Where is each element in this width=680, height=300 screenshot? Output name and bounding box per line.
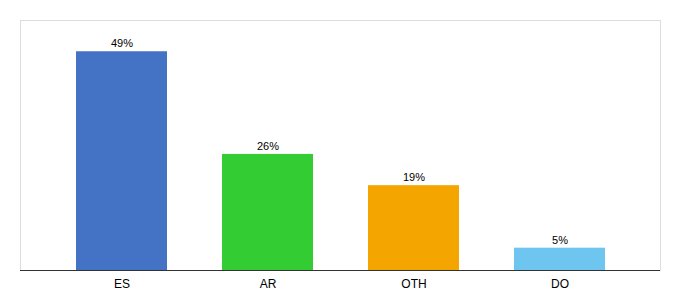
svg-text:OTH: OTH [401, 277, 426, 291]
svg-text:5%: 5% [552, 234, 568, 246]
svg-text:26%: 26% [257, 140, 279, 152]
svg-text:19%: 19% [403, 171, 425, 183]
svg-text:AR: AR [260, 277, 277, 291]
svg-text:DO: DO [551, 277, 569, 291]
svg-text:49%: 49% [111, 37, 133, 49]
svg-text:ES: ES [114, 277, 130, 291]
